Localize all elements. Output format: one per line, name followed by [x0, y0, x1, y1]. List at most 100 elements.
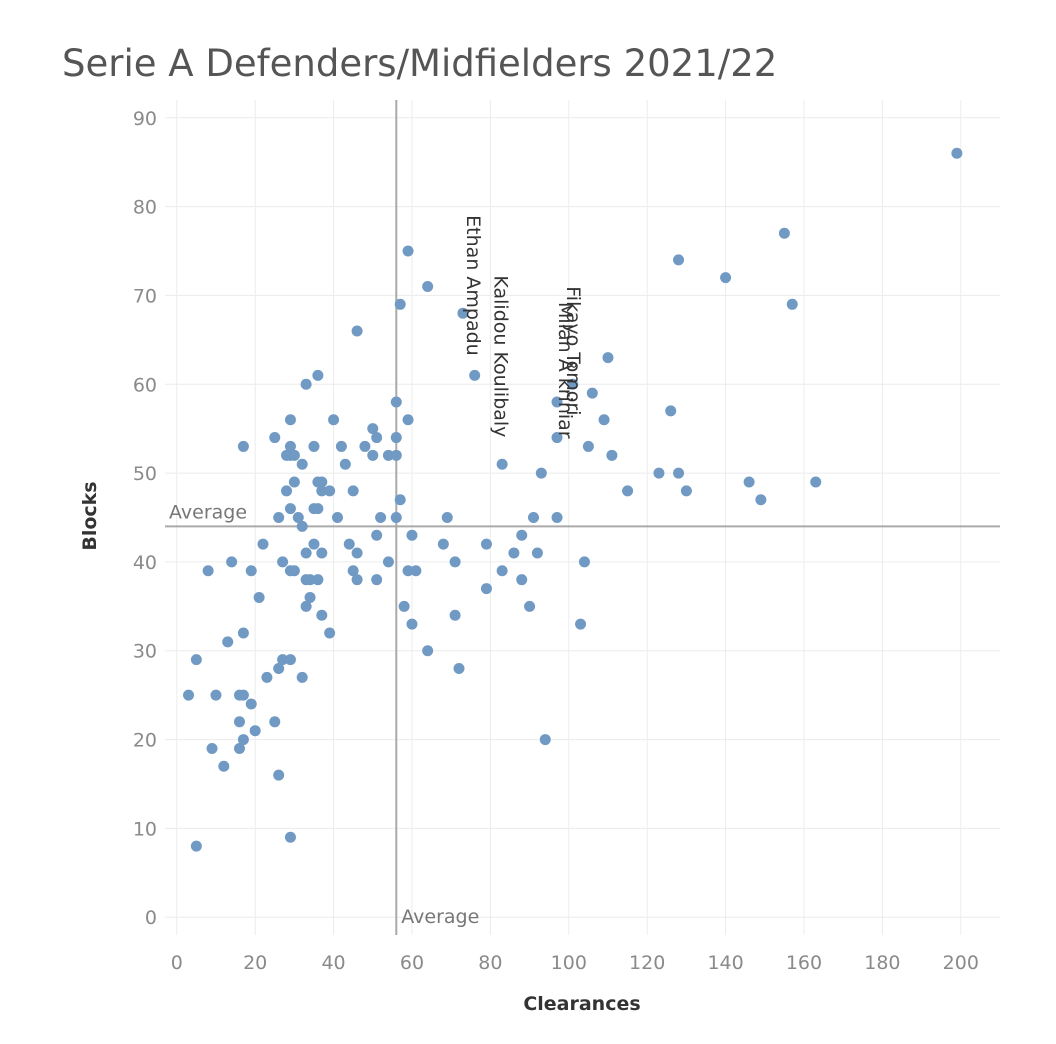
- data-point: [673, 467, 685, 479]
- data-point: [183, 689, 195, 701]
- data-point: [245, 565, 257, 577]
- x-average-label: Average: [401, 906, 479, 928]
- data-point: [778, 227, 790, 239]
- data-point: [269, 716, 281, 728]
- reference-lines: Average Average: [165, 100, 1000, 935]
- data-point: [422, 645, 434, 657]
- data-point: [810, 476, 822, 488]
- data-point: [347, 485, 359, 497]
- data-point: [273, 663, 285, 675]
- data-point: [567, 378, 579, 390]
- y-tick-label: 40: [133, 552, 157, 574]
- data-point: [277, 556, 289, 568]
- y-average-label: Average: [169, 501, 247, 523]
- data-point: [222, 636, 234, 648]
- data-point: [237, 627, 249, 639]
- data-point: [245, 698, 257, 710]
- x-tick-label: 0: [171, 952, 183, 974]
- data-point: [237, 440, 249, 452]
- data-point: [284, 654, 296, 666]
- data-point: [206, 742, 218, 754]
- data-point: [339, 458, 351, 470]
- data-point: [527, 512, 539, 523]
- data-point: [300, 378, 312, 390]
- x-tick-label: 100: [551, 952, 587, 974]
- data-point: [531, 547, 543, 559]
- data-point: [296, 671, 308, 683]
- data-point: [296, 520, 308, 532]
- data-point: [496, 565, 508, 577]
- data-point: [308, 440, 320, 452]
- data-point: [437, 538, 449, 550]
- data-point: [575, 618, 587, 630]
- data-point: [755, 494, 767, 506]
- x-tick-label: 200: [943, 952, 979, 974]
- data-point: [720, 272, 732, 284]
- data-point: [284, 831, 296, 843]
- data-point: [402, 565, 414, 577]
- data-point: [253, 591, 265, 603]
- data-point: [335, 440, 347, 452]
- data-point: [312, 574, 324, 586]
- data-points: [183, 147, 963, 852]
- data-point: [371, 529, 383, 541]
- x-tick-label: 40: [321, 952, 345, 974]
- data-point: [237, 734, 249, 746]
- data-point: [743, 476, 755, 488]
- data-point: [371, 574, 383, 586]
- data-point: [598, 414, 610, 426]
- data-point: [469, 369, 481, 381]
- y-tick-label: 80: [133, 197, 157, 219]
- data-point: [673, 254, 685, 266]
- data-point: [602, 352, 614, 364]
- data-point: [390, 396, 402, 408]
- data-point: [308, 538, 320, 550]
- y-tick-label: 0: [145, 907, 157, 929]
- y-tick-label: 30: [133, 641, 157, 663]
- data-point: [402, 245, 414, 257]
- data-point: [292, 512, 304, 523]
- y-tick-label: 70: [133, 285, 157, 307]
- data-point: [359, 440, 371, 452]
- data-point: [304, 574, 316, 586]
- data-point: [202, 565, 214, 577]
- data-point: [300, 547, 312, 559]
- data-point: [284, 503, 296, 515]
- data-point: [449, 609, 461, 621]
- data-point: [281, 449, 293, 461]
- data-point: [284, 414, 296, 426]
- data-point: [551, 432, 563, 444]
- data-point: [316, 609, 328, 621]
- data-point: [281, 485, 293, 497]
- data-point: [331, 512, 343, 523]
- data-point: [277, 654, 289, 666]
- x-tick-label: 180: [864, 952, 900, 974]
- data-point: [951, 147, 963, 159]
- data-point: [516, 574, 528, 586]
- data-point: [422, 281, 434, 293]
- data-point: [390, 512, 402, 523]
- data-point: [382, 556, 394, 568]
- data-point: [300, 600, 312, 612]
- x-tick-label: 160: [786, 952, 822, 974]
- data-point: [288, 449, 300, 461]
- data-point: [398, 600, 410, 612]
- axis-ticks: 0 20 40 60 80 100 120 140 160 180 200 0 10 20 30 40 50 60…: [133, 108, 979, 974]
- data-point: [453, 663, 465, 675]
- data-point: [324, 485, 336, 497]
- data-point: [390, 449, 402, 461]
- grid: [165, 100, 1000, 935]
- data-point: [190, 654, 202, 666]
- data-point: [190, 840, 202, 852]
- data-point: [210, 689, 222, 701]
- y-tick-label: 20: [133, 730, 157, 752]
- data-point: [226, 556, 238, 568]
- x-tick-label: 140: [707, 952, 743, 974]
- data-point: [304, 591, 316, 603]
- data-point: [249, 725, 261, 737]
- data-point: [367, 449, 379, 461]
- data-point: [441, 512, 453, 523]
- data-point: [582, 440, 594, 452]
- x-tick-label: 80: [478, 952, 502, 974]
